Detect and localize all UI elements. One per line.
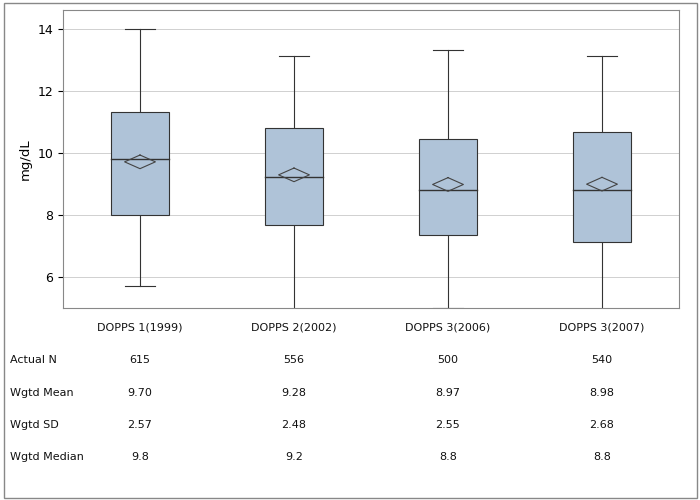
Text: 2.57: 2.57	[127, 420, 153, 430]
Text: 2.68: 2.68	[589, 420, 615, 430]
Text: 9.2: 9.2	[285, 452, 303, 462]
Text: Actual N: Actual N	[10, 355, 57, 365]
Text: DOPPS 2(2002): DOPPS 2(2002)	[251, 322, 337, 332]
Text: DOPPS 1(1999): DOPPS 1(1999)	[97, 322, 183, 332]
Y-axis label: mg/dL: mg/dL	[19, 138, 32, 179]
Text: 8.8: 8.8	[593, 452, 611, 462]
Text: 9.70: 9.70	[127, 388, 153, 398]
Text: Wgtd SD: Wgtd SD	[10, 420, 60, 430]
Text: 8.8: 8.8	[439, 452, 457, 462]
Text: 8.97: 8.97	[435, 388, 461, 398]
Text: DOPPS 3(2007): DOPPS 3(2007)	[559, 322, 645, 332]
Bar	[573, 132, 631, 242]
Text: 2.55: 2.55	[435, 420, 461, 430]
Text: 615: 615	[130, 355, 150, 365]
Bar	[265, 128, 323, 226]
Text: 540: 540	[592, 355, 612, 365]
Text: Wgtd Median: Wgtd Median	[10, 452, 85, 462]
Text: 2.48: 2.48	[281, 420, 307, 430]
Text: 8.98: 8.98	[589, 388, 615, 398]
Text: 556: 556	[284, 355, 304, 365]
Text: Wgtd Mean: Wgtd Mean	[10, 388, 74, 398]
Bar	[419, 138, 477, 234]
Text: 9.8: 9.8	[131, 452, 149, 462]
Text: 9.28: 9.28	[281, 388, 307, 398]
Text: 500: 500	[438, 355, 458, 365]
Bar	[111, 112, 169, 214]
Text: DOPPS 3(2006): DOPPS 3(2006)	[405, 322, 491, 332]
